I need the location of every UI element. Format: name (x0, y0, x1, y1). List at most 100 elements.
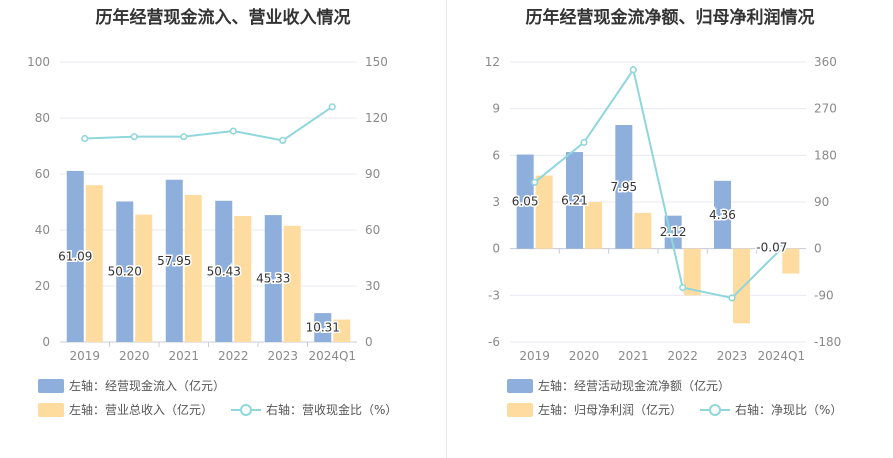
y-tick-left: 3 (492, 195, 500, 209)
x-tick-label: 2022 (218, 349, 249, 363)
panel-divider (446, 0, 447, 458)
bar (782, 248, 800, 274)
bar (116, 201, 134, 342)
y-tick-left: 60 (35, 167, 50, 181)
legend-item-net-profit[interactable]: 左轴：归母净利润（亿元） (507, 401, 682, 418)
y-tick-right: 60 (365, 223, 380, 237)
legend-item-revenue[interactable]: 左轴：营业总收入（亿元） (38, 401, 213, 418)
y-tick-left: 6 (492, 148, 500, 162)
data-label: 4.36 (709, 208, 736, 222)
bar (585, 202, 602, 249)
y-tick-right: -180 (814, 335, 841, 349)
bar (234, 216, 252, 342)
data-label: 7.95 (610, 180, 637, 194)
x-tick-label: 2021 (168, 349, 199, 363)
data-label: 57.95 (157, 254, 191, 268)
x-tick-label: 2023 (717, 349, 748, 363)
legend-item-cash-inflow[interactable]: 左轴：经营现金流入（亿元） (38, 377, 225, 394)
y-tick-right: 30 (365, 279, 380, 293)
bar (714, 180, 731, 249)
legend-row-2: 左轴：营业总收入（亿元） 右轴：营收现金比（%） (38, 401, 397, 418)
y-tick-right: -90 (814, 288, 834, 302)
data-label: 6.05 (512, 195, 539, 209)
x-tick-label: 2020 (569, 349, 600, 363)
series-line (84, 105, 333, 142)
bar (516, 154, 534, 249)
y-tick-right: 270 (814, 102, 837, 116)
legend-label: 左轴：归母净利润（亿元） (538, 403, 683, 417)
x-tick-label: 2019 (69, 349, 100, 363)
bar (314, 313, 332, 342)
y-tick-right: 150 (365, 55, 388, 69)
x-tick-label: 2023 (267, 349, 298, 363)
bar (264, 215, 282, 342)
chart-panel-net-cashflow-profit: 历年经营现金流净额、归母净利润情况 -6 -3 0 3 6 9 12 -180 -90 0 90 18… (447, 0, 893, 458)
x-tick-label: 2019 (519, 349, 550, 363)
legend-swatch (507, 402, 533, 417)
bar (215, 200, 233, 342)
legend-swatch (231, 403, 262, 417)
line-point (679, 283, 687, 292)
legend-label: 右轴：净现比（%） (735, 403, 843, 417)
data-label: -0.07 (756, 241, 787, 255)
bar (535, 175, 553, 249)
y-tick-left: 100 (27, 55, 50, 69)
line-point (130, 133, 138, 141)
bar (184, 195, 202, 342)
legend-label: 左轴：经营活动现金流净额（亿元） (538, 379, 731, 393)
y-tick-right: 90 (814, 195, 829, 209)
bar (283, 225, 301, 342)
y-tick-left: 9 (492, 102, 500, 116)
y-tick-left: -6 (488, 335, 500, 349)
line-point (777, 245, 785, 253)
bar (333, 319, 351, 342)
legend-label: 左轴：营业总收入（亿元） (69, 403, 214, 417)
bar (85, 185, 103, 342)
x-tick-label: 2020 (119, 349, 150, 363)
legend-row-1: 左轴：经营现金流入（亿元） (38, 377, 225, 394)
line-point (629, 66, 637, 74)
legend-item-net-cashflow[interactable]: 左轴：经营活动现金流净额（亿元） (507, 377, 730, 394)
data-label: 10.31 (306, 321, 340, 335)
y-tick-right: 180 (814, 148, 837, 162)
bar (135, 214, 153, 342)
legend-swatch (38, 402, 64, 417)
legend-swatch (507, 378, 533, 393)
chart-plot-area: -6 -3 0 3 6 9 12 -180 -90 0 90 180 270 360 2019 2020 202… (485, 55, 842, 363)
legend-label: 左轴：经营现金流入（亿元） (69, 379, 226, 393)
legend-swatch (38, 378, 64, 393)
series-line (534, 67, 783, 300)
y-tick-left: 0 (492, 242, 500, 256)
legend-item-net-cash-ratio[interactable]: 右轴：净现比（%） (700, 401, 842, 418)
line-point (580, 138, 588, 146)
x-tick-label: 2021 (618, 349, 649, 363)
line-point (279, 136, 287, 144)
y-tick-right: 90 (365, 167, 380, 181)
bar (566, 152, 583, 249)
line-point (229, 127, 237, 135)
bar (634, 212, 652, 249)
chart-title: 历年经营现金流净额、归母净利润情况 (525, 8, 815, 28)
legend-item-cash-revenue-ratio[interactable]: 右轴：营收现金比（%） (231, 401, 397, 418)
legend-row-1: 左轴：经营活动现金流净额（亿元） (507, 377, 730, 394)
y-tick-right: 0 (365, 335, 373, 349)
data-label: 6.21 (561, 193, 588, 207)
legend-row-2: 左轴：归母净利润（亿元） 右轴：净现比（%） (507, 401, 842, 418)
y-tick-right: 0 (814, 242, 822, 256)
line-point (531, 178, 539, 186)
x-tick-label: 2024Q1 (758, 349, 806, 363)
bar (733, 248, 750, 324)
y-tick-right: 120 (365, 111, 388, 125)
data-label: 45.33 (256, 272, 290, 286)
data-label: 50.43 (207, 264, 241, 278)
line-point (328, 103, 336, 111)
chart-panel-cashflow-revenue: 历年经营现金流入、营业收入情况 0 20 40 60 80 100 0 30 60 90 120 15… (0, 0, 446, 458)
data-label: 2.12 (660, 225, 687, 239)
chart-title: 历年经营现金流入、营业收入情况 (95, 8, 351, 28)
data-label: 61.09 (58, 249, 92, 263)
bar (683, 248, 701, 296)
y-tick-left: -3 (488, 288, 500, 302)
chart-plot-area: 0 20 40 60 80 100 0 30 60 90 120 150 2019 2020 2021 202… (27, 55, 388, 363)
bar (763, 248, 781, 250)
